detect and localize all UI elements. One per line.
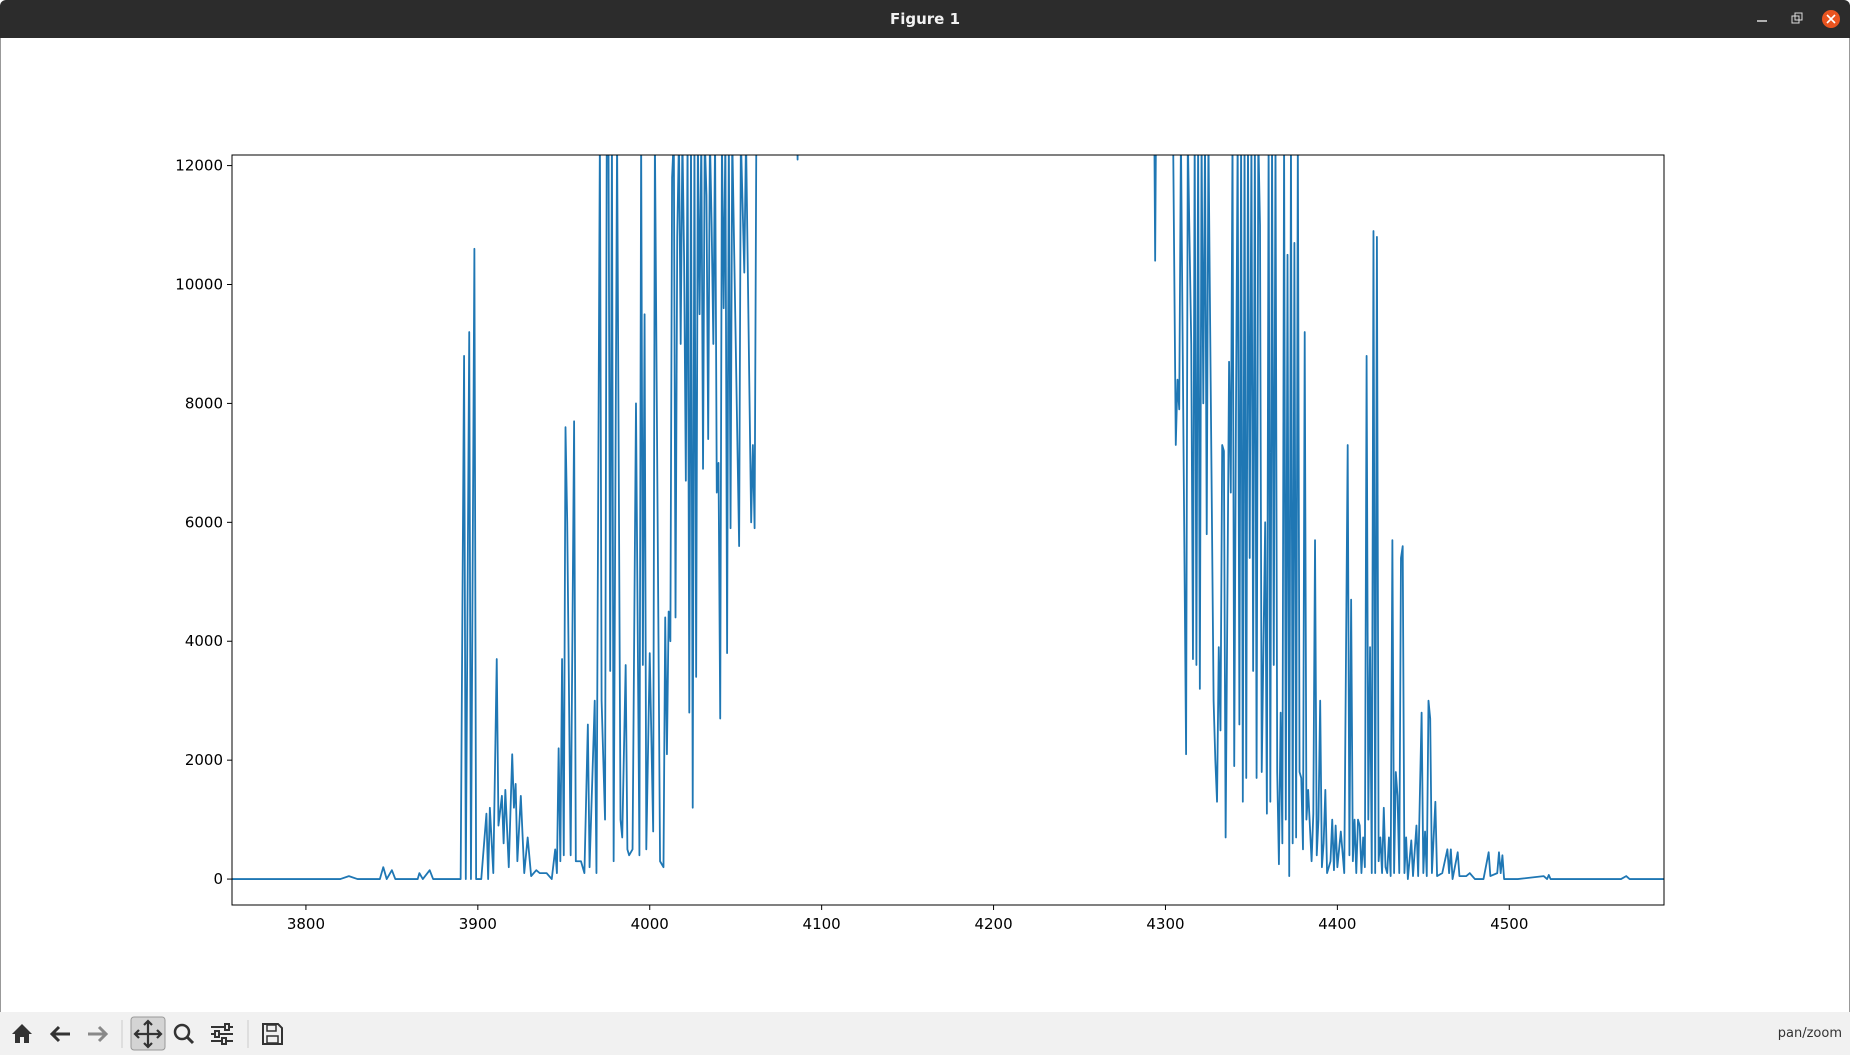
y-tick-label: 0 <box>213 870 223 888</box>
chart: 0 2000 4000 6000 8000 10000 12000 3800 3900 4000 4… <box>0 38 1850 1012</box>
restore-button[interactable] <box>1791 12 1803 24</box>
x-tick-label: 4300 <box>1146 915 1184 933</box>
pan-button[interactable] <box>130 1016 166 1051</box>
x-tick-label: 4200 <box>974 915 1012 933</box>
y-tick-label: 4000 <box>185 632 223 650</box>
toolbar-icons <box>12 1016 283 1051</box>
window-controls <box>1757 10 1840 28</box>
y-tick-label: 6000 <box>185 513 223 531</box>
x-tick-label: 4500 <box>1490 915 1528 933</box>
x-tick-label: 3800 <box>287 915 325 933</box>
y-tick-label: 10000 <box>175 275 223 293</box>
save-button[interactable] <box>262 1023 283 1045</box>
back-button[interactable] <box>49 1025 70 1043</box>
title-bar: Figure 1 <box>0 0 1850 38</box>
y-tick-label: 2000 <box>185 751 223 769</box>
plot-frame <box>231 154 1665 906</box>
close-button[interactable] <box>1822 10 1840 28</box>
x-tick-label: 4100 <box>803 915 841 933</box>
status-text: pan/zoom <box>1777 1026 1842 1041</box>
y-tick-label: 12000 <box>175 157 223 175</box>
window-border <box>0 38 1 1012</box>
home-button[interactable] <box>12 1024 32 1043</box>
data-line <box>232 155 1664 880</box>
x-tick-label: 4400 <box>1318 915 1356 933</box>
window-title: Figure 1 <box>889 10 961 28</box>
toolbar <box>0 1012 1850 1055</box>
configure-button[interactable] <box>211 1023 233 1045</box>
y-tick-label: 8000 <box>185 394 223 412</box>
x-tick-label: 3900 <box>459 915 497 933</box>
forward-button[interactable] <box>88 1025 109 1043</box>
zoom-button[interactable] <box>173 1023 195 1045</box>
x-tick-label: 4000 <box>631 915 669 933</box>
